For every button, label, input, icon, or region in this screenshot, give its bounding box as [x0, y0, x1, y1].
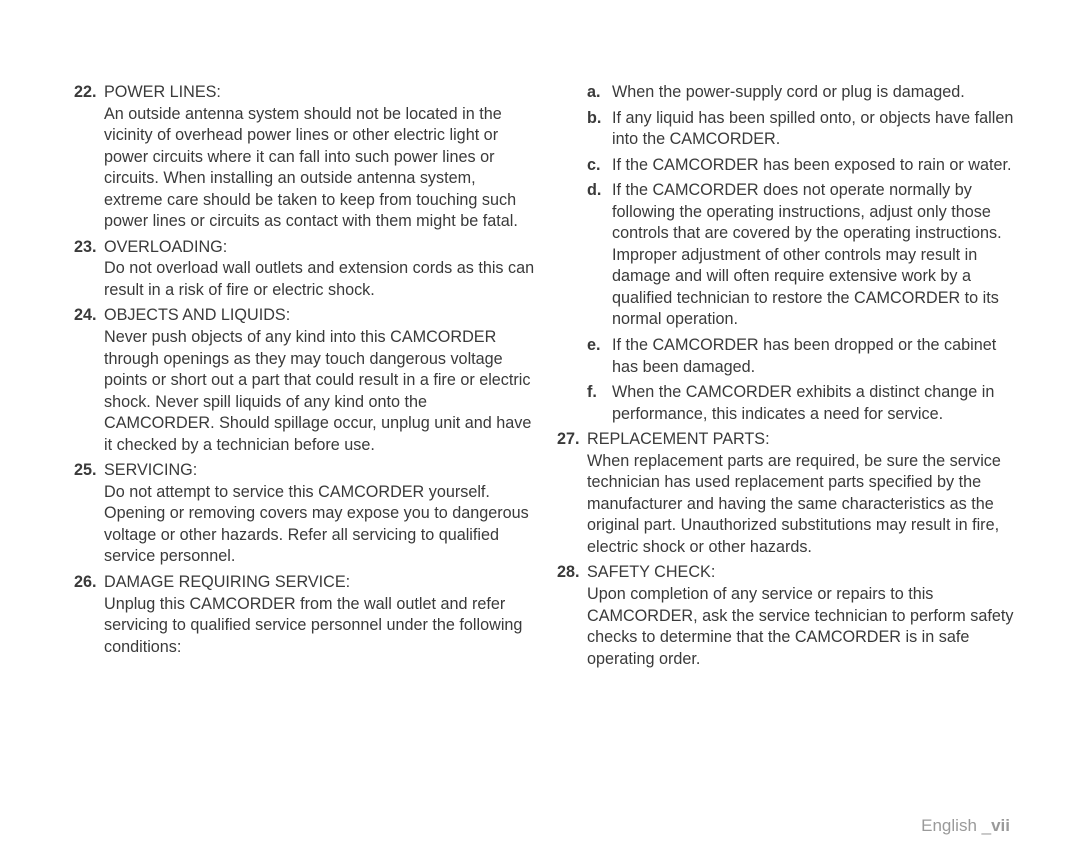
item-body: POWER LINES: An outside antenna system s…: [104, 82, 537, 233]
item-marker: 23.: [74, 237, 104, 302]
footer-separator: _: [982, 816, 991, 835]
list-item: 22. POWER LINES: An outside antenna syst…: [74, 82, 537, 233]
item-text: Do not overload wall outlets and extensi…: [104, 259, 534, 299]
item-body: OBJECTS AND LIQUIDS: Never push objects …: [104, 305, 537, 456]
item-body: OVERLOADING: Do not overload wall outlet…: [104, 237, 537, 302]
page-footer: English _vii: [74, 810, 1020, 836]
item-marker: a.: [587, 82, 612, 104]
item-text: When the CAMCORDER exhibits a distinct c…: [612, 382, 1020, 425]
list-item: 26. DAMAGE REQUIRING SERVICE: Unplug thi…: [74, 572, 537, 658]
list-item: f. When the CAMCORDER exhibits a distinc…: [587, 382, 1020, 425]
item-title: POWER LINES:: [104, 83, 221, 101]
item-text: If the CAMCORDER has been exposed to rai…: [612, 155, 1020, 177]
item-title: SERVICING:: [104, 461, 197, 479]
item-marker: f.: [587, 382, 612, 425]
item-text: When the power-supply cord or plug is da…: [612, 82, 1020, 104]
manual-page: 22. POWER LINES: An outside antenna syst…: [0, 0, 1080, 866]
list-item: 27. REPLACEMENT PARTS: When replacement …: [557, 429, 1020, 558]
item-text: Upon completion of any service or repair…: [587, 585, 1013, 668]
item-body: SAFETY CHECK: Upon completion of any ser…: [587, 562, 1020, 670]
list-item: 28. SAFETY CHECK: Upon completion of any…: [557, 562, 1020, 670]
right-column: a. When the power-supply cord or plug is…: [557, 82, 1020, 810]
item-body: REPLACEMENT PARTS: When replacement part…: [587, 429, 1020, 558]
item-text: If the CAMCORDER does not operate normal…: [612, 180, 1020, 331]
item-marker: d.: [587, 180, 612, 331]
item-marker: 22.: [74, 82, 104, 233]
item-title: OBJECTS AND LIQUIDS:: [104, 306, 290, 324]
item-text: An outside antenna system should not be …: [104, 105, 518, 231]
list-item: 23. OVERLOADING: Do not overload wall ou…: [74, 237, 537, 302]
item-marker: 26.: [74, 572, 104, 658]
item-marker: 27.: [557, 429, 587, 558]
list-item: 24. OBJECTS AND LIQUIDS: Never push obje…: [74, 305, 537, 456]
footer-language: English: [921, 816, 981, 835]
item-text: When replacement parts are required, be …: [587, 452, 1001, 556]
item-text: If any liquid has been spilled onto, or …: [612, 108, 1020, 151]
item-body: DAMAGE REQUIRING SERVICE: Unplug this CA…: [104, 572, 537, 658]
item-text: If the CAMCORDER has been dropped or the…: [612, 335, 1020, 378]
list-item: c. If the CAMCORDER has been exposed to …: [587, 155, 1020, 177]
item-marker: 25.: [74, 460, 104, 568]
item-marker: c.: [587, 155, 612, 177]
item-marker: b.: [587, 108, 612, 151]
item-title: OVERLOADING:: [104, 238, 227, 256]
item-body: SERVICING: Do not attempt to service thi…: [104, 460, 537, 568]
item-marker: 28.: [557, 562, 587, 670]
two-column-layout: 22. POWER LINES: An outside antenna syst…: [74, 82, 1020, 810]
list-item: b. If any liquid has been spilled onto, …: [587, 108, 1020, 151]
list-item: a. When the power-supply cord or plug is…: [587, 82, 1020, 104]
item-title: SAFETY CHECK:: [587, 563, 715, 581]
item-title: DAMAGE REQUIRING SERVICE:: [104, 573, 350, 591]
list-item: 25. SERVICING: Do not attempt to service…: [74, 460, 537, 568]
footer-page-number: vii: [991, 816, 1010, 835]
list-item: e. If the CAMCORDER has been dropped or …: [587, 335, 1020, 378]
item-marker: 24.: [74, 305, 104, 456]
list-item: d. If the CAMCORDER does not operate nor…: [587, 180, 1020, 331]
item-title: REPLACEMENT PARTS:: [587, 430, 770, 448]
sub-list: a. When the power-supply cord or plug is…: [587, 82, 1020, 425]
item-text: Do not attempt to service this CAMCORDER…: [104, 483, 529, 566]
item-text: Never push objects of any kind into this…: [104, 328, 531, 454]
item-marker: e.: [587, 335, 612, 378]
left-column: 22. POWER LINES: An outside antenna syst…: [74, 82, 537, 810]
item-text: Unplug this CAMCORDER from the wall outl…: [104, 595, 522, 656]
